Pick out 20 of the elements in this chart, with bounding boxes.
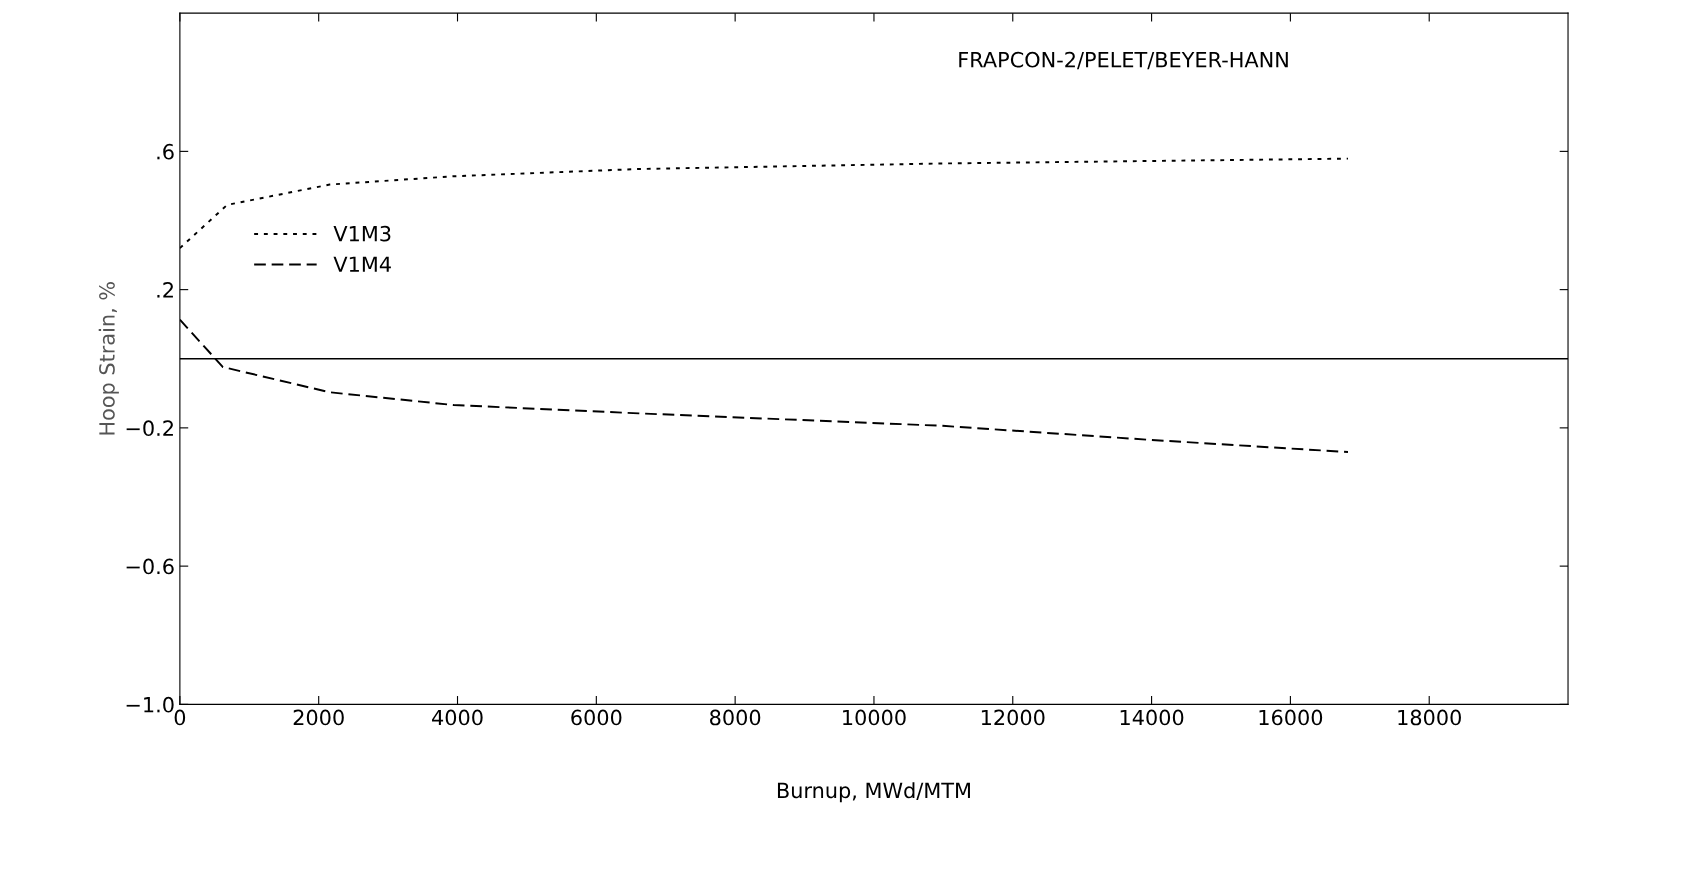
y-tick-label: .6: [157, 143, 174, 160]
y-tick-label: −1.0: [126, 696, 174, 713]
y-axis-title: Hoop Strain, %: [98, 282, 119, 435]
x-tick-label: 12000: [981, 709, 1045, 726]
annotation: FRAPCON-2/PELET/BEYER-HANN: [959, 51, 1288, 70]
x-tick-label: 0: [174, 709, 186, 726]
y-tick-label: −0.6: [126, 558, 174, 575]
x-axis-title: Burnup, MWd/MTM: [777, 782, 970, 803]
x-tick-label: 6000: [571, 709, 622, 726]
legend-label: V1M4: [333, 256, 391, 272]
x-tick-label: 4000: [432, 709, 483, 726]
x-tick-label: 18000: [1398, 709, 1461, 726]
x-tick-label: 16000: [1259, 709, 1323, 726]
y-tick-label: .2: [157, 282, 173, 298]
x-tick-label: 2000: [293, 709, 344, 726]
x-tick-label: 10000: [843, 709, 906, 726]
x-tick-label: 14000: [1120, 709, 1184, 726]
legend-label: V1M3: [333, 225, 391, 242]
x-tick-label: 8000: [710, 709, 761, 726]
y-tick-label: −0.2: [126, 420, 173, 437]
